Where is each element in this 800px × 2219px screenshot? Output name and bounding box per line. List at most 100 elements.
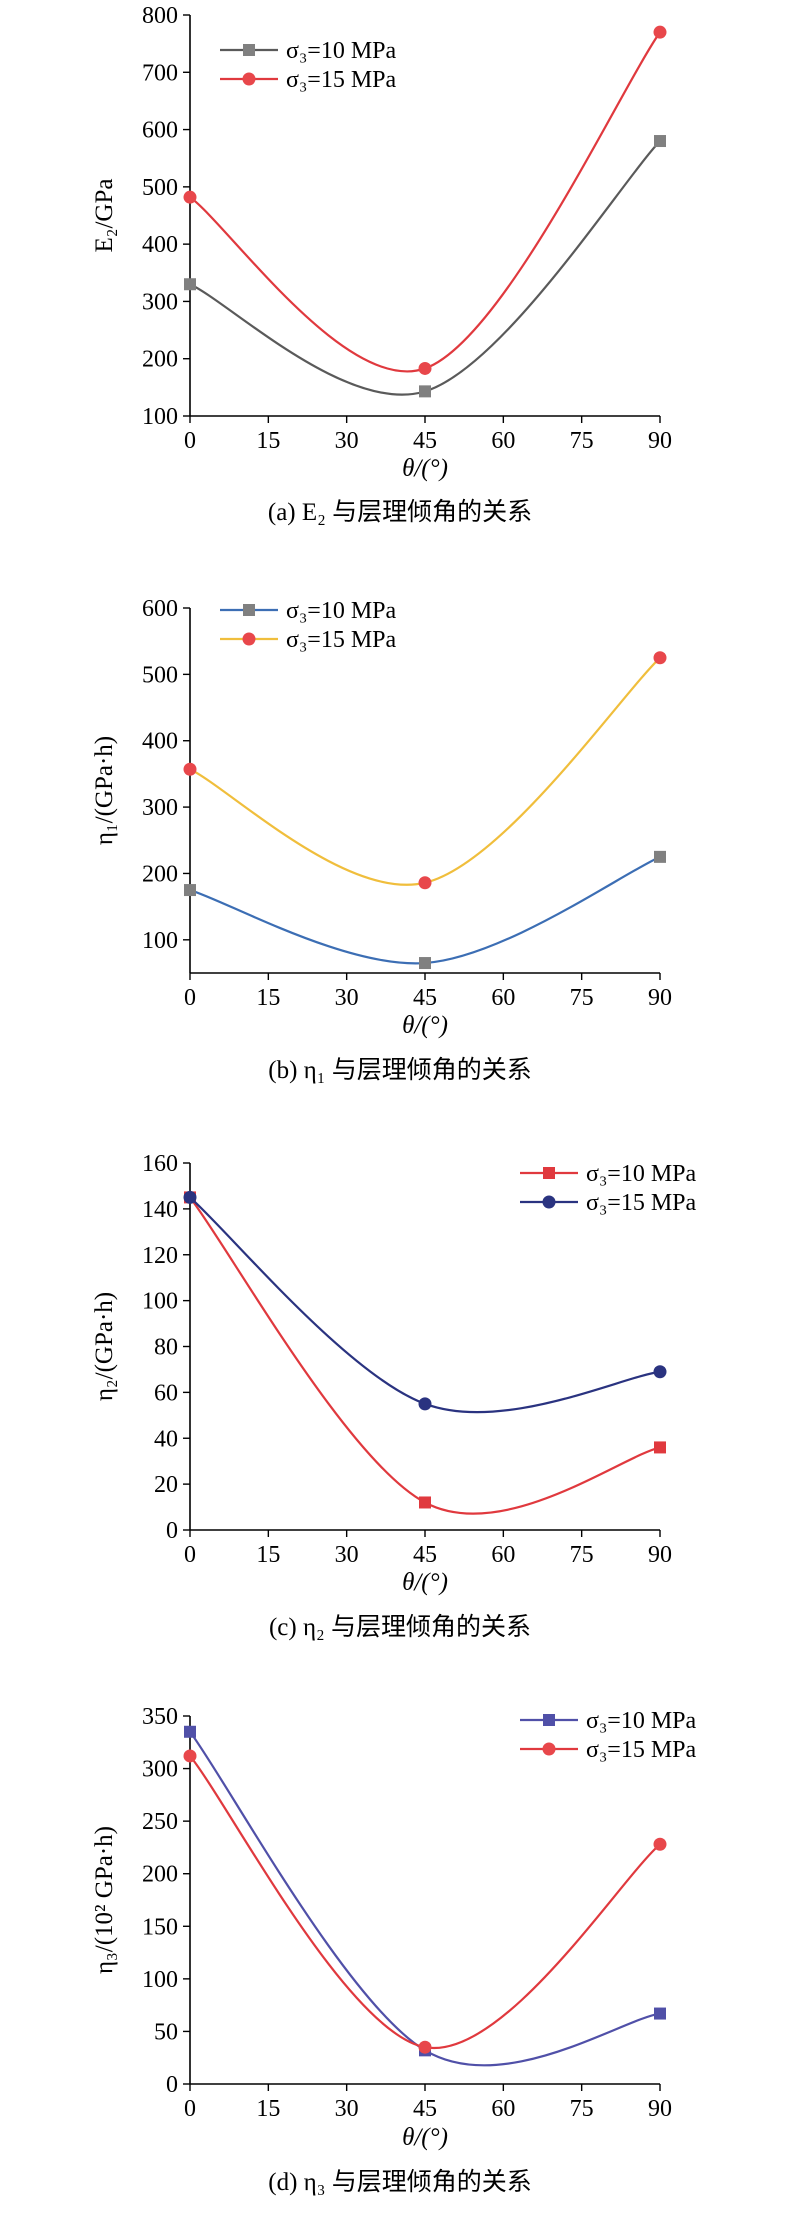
legend-marker-1 bbox=[543, 1167, 555, 1179]
series-line-2 bbox=[189, 656, 661, 886]
x-tick-label: 90 bbox=[648, 428, 672, 454]
chart-a: 100 200 300 400 500 600 700 800 0 15 30 45 60 75 90 θ/(… bbox=[91, 3, 672, 526]
y-axis-title: E₂/GPa bbox=[91, 179, 118, 253]
x-tick-label: 30 bbox=[335, 985, 359, 1011]
x-tick-label: 0 bbox=[184, 1542, 196, 1568]
x-tick-label: 15 bbox=[256, 985, 280, 1011]
y-tick-label: 400 bbox=[142, 729, 178, 755]
chart-panel-b: 100 200 300 400 500 600 0 15 30 45 60 75 90 θ/(°) η₁/(… bbox=[0, 555, 800, 1110]
legend-label-1: σ₃=10 MPa bbox=[286, 598, 397, 624]
data-point-square bbox=[654, 2007, 666, 2020]
x-tick-label: 60 bbox=[491, 985, 515, 1011]
figure-caption: (d) η₃ 与层理倾角的关系 bbox=[268, 2168, 531, 2196]
y-tick-label: 300 bbox=[142, 289, 178, 315]
x-tick-label: 30 bbox=[335, 2096, 359, 2122]
x-tick-label: 75 bbox=[570, 1542, 594, 1568]
y-tick-label: 20 bbox=[154, 1472, 178, 1498]
figure-caption: (a) E₂ 与层理倾角的关系 bbox=[268, 498, 532, 526]
y-tick-label: 250 bbox=[142, 1809, 178, 1835]
data-point-square bbox=[419, 385, 431, 398]
data-point-square bbox=[184, 884, 196, 897]
chart-panel-d: 0 50 100 150 200 250 300 350 0 15 30 45 60 75 90 θ/(°) η… bbox=[0, 1665, 800, 2219]
data-point-square bbox=[654, 1441, 666, 1454]
legend-marker-2 bbox=[542, 1742, 556, 1756]
legend-marker-1 bbox=[243, 44, 255, 56]
x-tick-label: 45 bbox=[413, 2096, 437, 2122]
y-tick-label: 120 bbox=[142, 1243, 178, 1269]
y-tick-label: 700 bbox=[142, 60, 178, 86]
chart-c: 0 20 40 60 80 100 120 140 160 0 15 30 45 60 75 90 θ/(°) η… bbox=[91, 1151, 697, 1641]
legend-marker-1 bbox=[543, 1714, 555, 1726]
data-point-circle bbox=[183, 1190, 197, 1204]
y-tick-label: 50 bbox=[154, 2019, 178, 2045]
data-point-circle bbox=[418, 876, 432, 890]
data-point-circle bbox=[653, 25, 667, 39]
data-point-circle bbox=[183, 190, 197, 204]
y-axis-title: η₁/(GPa·h) bbox=[91, 736, 118, 845]
data-point-circle bbox=[653, 1365, 667, 1379]
series-line-2 bbox=[189, 31, 661, 373]
x-tick-label: 45 bbox=[413, 1542, 437, 1568]
legend-label-2: σ₃=15 MPa bbox=[586, 1737, 697, 1763]
data-point-circle bbox=[653, 1837, 667, 1851]
y-tick-label: 350 bbox=[142, 1704, 178, 1730]
y-tick-label: 300 bbox=[142, 1757, 178, 1783]
series-line-1 bbox=[189, 1196, 661, 1515]
series-line-2 bbox=[189, 1755, 661, 2050]
y-tick-label: 100 bbox=[142, 1289, 178, 1315]
y-axis-title: η₂/(GPa·h) bbox=[91, 1292, 118, 1401]
x-tick-label: 75 bbox=[570, 428, 594, 454]
data-point-circle bbox=[183, 762, 197, 776]
data-point-square bbox=[419, 1496, 431, 1509]
data-point-circle bbox=[418, 361, 432, 375]
y-tick-label: 150 bbox=[142, 1914, 178, 1940]
series-line-1 bbox=[189, 1731, 661, 2067]
data-point-square bbox=[184, 278, 196, 291]
data-point-circle bbox=[183, 1749, 197, 1763]
series-line-1 bbox=[189, 140, 661, 396]
x-tick-label: 90 bbox=[648, 1542, 672, 1568]
x-tick-label: 60 bbox=[491, 2096, 515, 2122]
legend-label-1: σ₃=10 MPa bbox=[586, 1708, 697, 1734]
x-tick-label: 45 bbox=[413, 428, 437, 454]
x-tick-label: 0 bbox=[184, 985, 196, 1011]
data-point-square bbox=[419, 957, 431, 970]
x-tick-label: 15 bbox=[256, 1542, 280, 1568]
chart-panel-a: 100 200 300 400 500 600 700 800 0 15 30 45 60 75 90 θ/(… bbox=[0, 0, 800, 555]
figure-caption: (b) η₁ 与层理倾角的关系 bbox=[268, 1056, 531, 1084]
y-tick-label: 140 bbox=[142, 1197, 178, 1223]
x-tick-label: 15 bbox=[256, 2096, 280, 2122]
x-axis-title: θ/(°) bbox=[402, 1012, 448, 1039]
x-tick-label: 0 bbox=[184, 2096, 196, 2122]
legend-label-2: σ₃=15 MPa bbox=[586, 1190, 697, 1216]
y-tick-label: 0 bbox=[166, 1518, 178, 1544]
x-tick-label: 30 bbox=[335, 1542, 359, 1568]
y-tick-label: 300 bbox=[142, 795, 178, 821]
y-tick-label: 600 bbox=[142, 118, 178, 144]
x-tick-label: 15 bbox=[256, 428, 280, 454]
data-point-square bbox=[184, 1725, 196, 1738]
legend-marker-1 bbox=[243, 604, 255, 616]
x-tick-label: 45 bbox=[413, 985, 437, 1011]
chart-panel-c: 0 20 40 60 80 100 120 140 160 0 15 30 45 60 75 90 θ/(°) η… bbox=[0, 1110, 800, 1665]
y-tick-label: 40 bbox=[154, 1426, 178, 1452]
x-tick-label: 90 bbox=[648, 2096, 672, 2122]
y-tick-label: 100 bbox=[142, 404, 178, 430]
data-point-square bbox=[654, 850, 666, 863]
y-tick-label: 100 bbox=[142, 1967, 178, 1993]
chart-b: 100 200 300 400 500 600 0 15 30 45 60 75 90 θ/(°) η₁/(… bbox=[91, 596, 672, 1084]
figure-caption: (c) η₂ 与层理倾角的关系 bbox=[269, 1613, 531, 1641]
legend-label-1: σ₃=10 MPa bbox=[286, 38, 397, 64]
data-point-circle bbox=[418, 2040, 432, 2054]
legend-marker-2 bbox=[542, 1195, 556, 1209]
chart-d: 0 50 100 150 200 250 300 350 0 15 30 45 60 75 90 θ/(°) η… bbox=[91, 1704, 697, 2196]
legend-label-2: σ₃=15 MPa bbox=[286, 627, 397, 653]
y-axis-title: η₃/(10² GPa·h) bbox=[91, 1826, 118, 1974]
series-line-1 bbox=[189, 855, 661, 965]
x-tick-label: 90 bbox=[648, 985, 672, 1011]
data-point-circle bbox=[418, 1397, 432, 1411]
y-tick-label: 0 bbox=[166, 2072, 178, 2098]
x-axis-title: θ/(°) bbox=[402, 2124, 448, 2151]
legend-marker-2 bbox=[242, 72, 256, 86]
y-tick-label: 200 bbox=[142, 1862, 178, 1888]
